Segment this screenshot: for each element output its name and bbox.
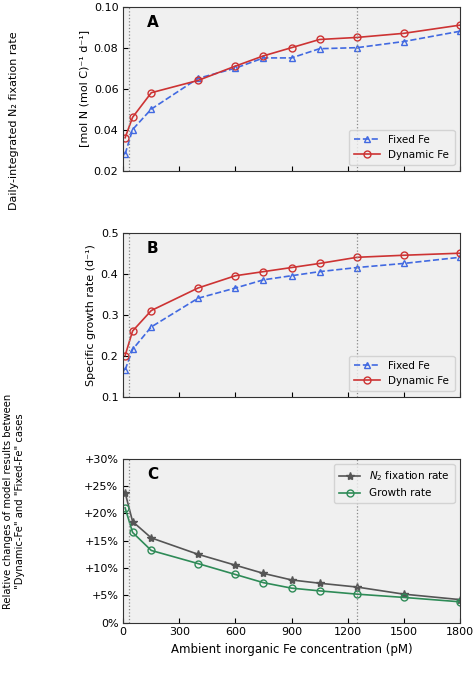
Y-axis label: Specific growth rate (d⁻¹): Specific growth rate (d⁻¹) [86,244,97,386]
Text: Daily-integrated N₂ fixation rate: Daily-integrated N₂ fixation rate [9,32,19,211]
Text: A: A [147,15,158,30]
Legend: $N_2$ fixation rate, Growth rate: $N_2$ fixation rate, Growth rate [334,464,455,503]
Legend: Fixed Fe, Dynamic Fe: Fixed Fe, Dynamic Fe [349,356,455,391]
Text: Relative changes of model results between
"Dynamic-Fe" and "Fixed-Fe" cases: Relative changes of model results betwee… [3,394,25,609]
Text: C: C [147,467,158,482]
Y-axis label: [mol N (mol C)⁻¹ d⁻¹]: [mol N (mol C)⁻¹ d⁻¹] [80,30,90,147]
Legend: Fixed Fe, Dynamic Fe: Fixed Fe, Dynamic Fe [349,130,455,166]
X-axis label: Ambient inorganic Fe concentration (pM): Ambient inorganic Fe concentration (pM) [171,643,412,656]
Text: B: B [147,241,158,256]
